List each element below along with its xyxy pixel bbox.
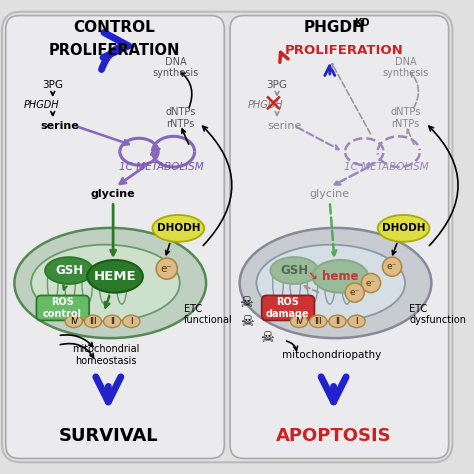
Text: CONTROL: CONTROL (73, 19, 155, 35)
Ellipse shape (256, 245, 405, 321)
Ellipse shape (45, 257, 93, 284)
Text: glycine: glycine (310, 189, 350, 199)
Ellipse shape (31, 245, 180, 321)
FancyBboxPatch shape (262, 295, 314, 320)
Text: PHGDH: PHGDH (248, 100, 283, 109)
Text: PROLIFERATION: PROLIFERATION (48, 43, 180, 57)
Text: DNA
synthesis: DNA synthesis (152, 56, 199, 78)
Text: SURVIVAL: SURVIVAL (58, 428, 158, 446)
Text: serine: serine (267, 121, 302, 131)
Ellipse shape (153, 215, 204, 242)
FancyBboxPatch shape (36, 295, 89, 320)
Text: GSH: GSH (280, 264, 309, 277)
Ellipse shape (291, 315, 308, 328)
Ellipse shape (65, 315, 82, 328)
Text: PROLIFERATION: PROLIFERATION (285, 44, 403, 56)
Text: glycine: glycine (91, 189, 136, 199)
Text: KD: KD (355, 18, 370, 28)
Text: e⁻: e⁻ (161, 264, 173, 273)
Text: PHGDH: PHGDH (304, 19, 365, 35)
Ellipse shape (361, 273, 381, 292)
Text: ✕: ✕ (263, 93, 284, 117)
Text: HEME: HEME (94, 270, 137, 283)
Text: IV: IV (70, 317, 78, 326)
Text: 3PG: 3PG (42, 80, 63, 90)
Text: DHODH: DHODH (156, 223, 200, 233)
Ellipse shape (348, 315, 365, 328)
Text: ☠: ☠ (240, 314, 254, 329)
Ellipse shape (14, 228, 206, 338)
FancyBboxPatch shape (230, 16, 448, 458)
Ellipse shape (312, 260, 368, 292)
Text: I: I (130, 317, 133, 326)
Ellipse shape (310, 315, 327, 328)
FancyBboxPatch shape (6, 16, 224, 458)
Text: II: II (335, 317, 340, 326)
Text: ETC
functional: ETC functional (184, 304, 233, 326)
Ellipse shape (84, 315, 101, 328)
Ellipse shape (103, 315, 121, 328)
Text: III: III (315, 317, 322, 326)
Text: e⁻: e⁻ (349, 288, 360, 297)
Text: e⁻: e⁻ (387, 262, 397, 271)
Text: ☠: ☠ (238, 295, 252, 310)
Text: 1C METABOLISM: 1C METABOLISM (344, 162, 428, 172)
Text: ROS
control: ROS control (43, 297, 82, 319)
Text: mitochondrial
homeostasis: mitochondrial homeostasis (72, 344, 139, 366)
Text: I: I (356, 317, 358, 326)
Text: e⁻: e⁻ (366, 279, 376, 288)
Text: GSH: GSH (55, 264, 83, 277)
Text: III: III (89, 317, 97, 326)
Ellipse shape (156, 258, 177, 279)
Ellipse shape (329, 315, 346, 328)
Text: PHGDH: PHGDH (23, 100, 59, 109)
Ellipse shape (270, 257, 318, 284)
Text: IV: IV (295, 317, 303, 326)
FancyBboxPatch shape (2, 12, 453, 462)
Text: APOPTOSIS: APOPTOSIS (276, 428, 392, 446)
Text: dNTPs
rNTPs: dNTPs rNTPs (390, 107, 420, 129)
Text: 3PG: 3PG (266, 80, 288, 90)
Text: ☠: ☠ (260, 330, 273, 345)
Text: serine: serine (40, 121, 79, 131)
Text: 1C METABOLISM: 1C METABOLISM (118, 162, 203, 172)
Ellipse shape (123, 315, 140, 328)
Text: dNTPs
rNTPs: dNTPs rNTPs (165, 107, 195, 129)
Text: mitochondriopathy: mitochondriopathy (282, 350, 381, 360)
Text: DHODH: DHODH (382, 223, 425, 233)
Ellipse shape (240, 228, 431, 338)
Text: ROS
damage: ROS damage (266, 297, 310, 319)
Text: ETC
dysfunction: ETC dysfunction (410, 304, 466, 326)
Text: ↘ heme: ↘ heme (309, 270, 359, 283)
Text: II: II (109, 317, 115, 326)
Ellipse shape (383, 257, 401, 276)
Ellipse shape (378, 215, 429, 242)
Text: DNA
synthesis: DNA synthesis (383, 56, 428, 78)
Ellipse shape (87, 260, 143, 292)
Ellipse shape (345, 283, 364, 302)
